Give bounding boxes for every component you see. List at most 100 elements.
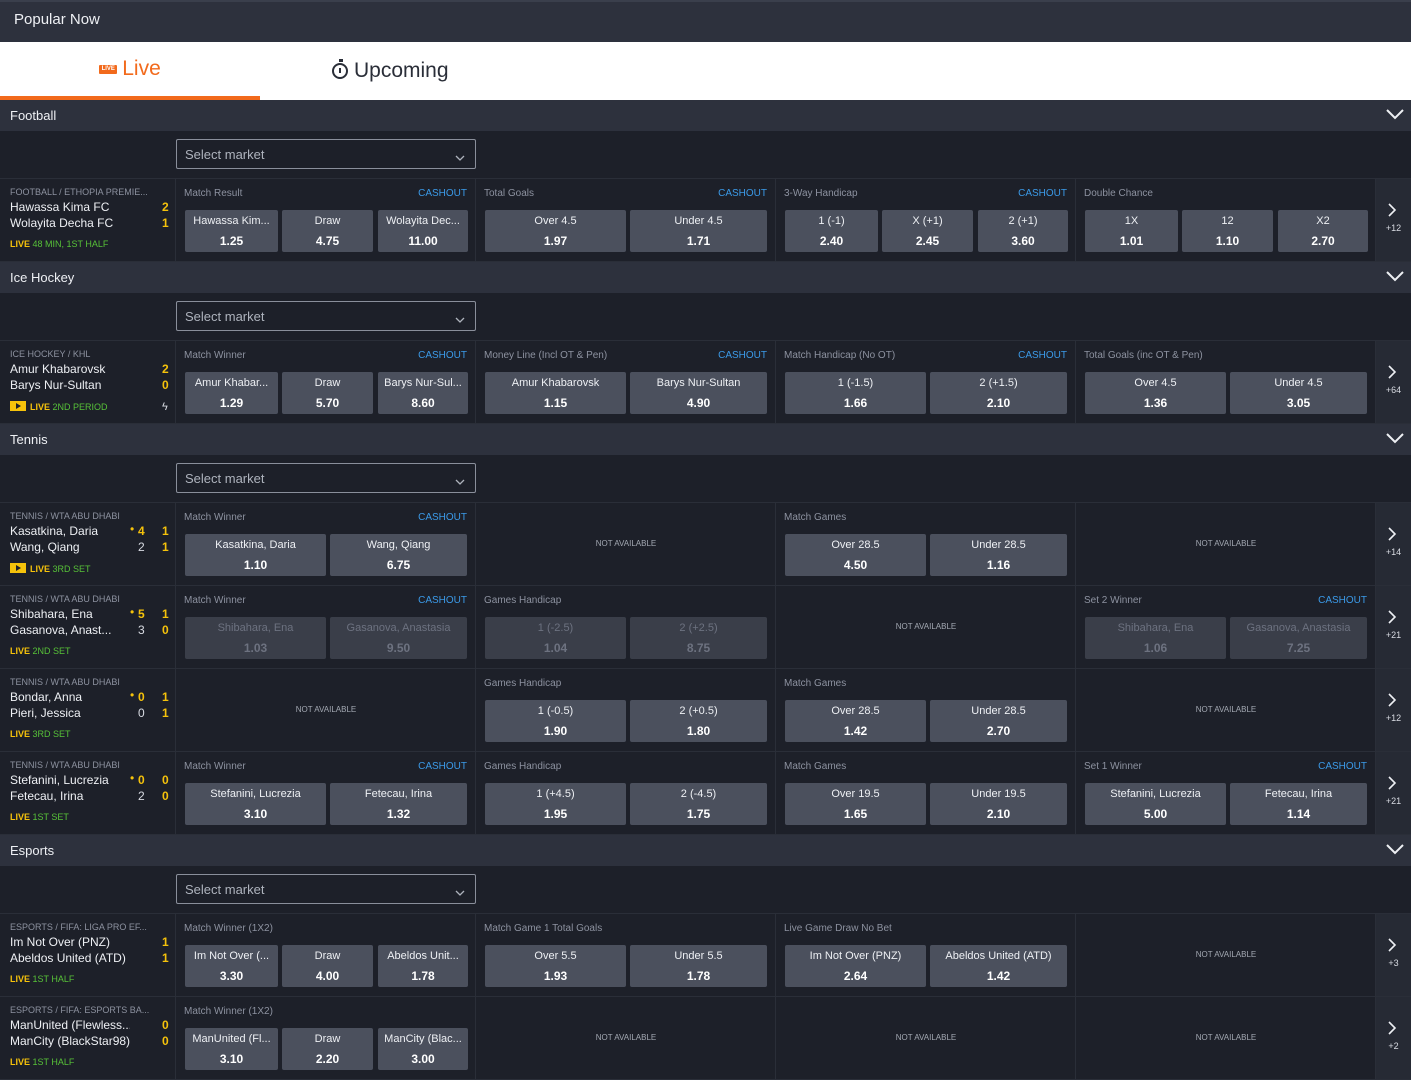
more-markets-button[interactable]: +14 (1376, 503, 1411, 585)
odds-button[interactable]: Abeldos United (ATD) 1.42 (930, 945, 1067, 987)
odds-button[interactable]: Im Not Over (... 3.30 (185, 945, 278, 987)
sport-name: Ice Hockey (10, 270, 75, 285)
odds-button[interactable]: 1 (-1.5) 1.66 (785, 372, 926, 414)
odds-button[interactable]: 1 (-1) 2.40 (785, 210, 878, 252)
odds-button[interactable]: Amur Khabar... 1.29 (185, 372, 278, 414)
market-name: Set 2 Winner (1084, 595, 1142, 606)
more-markets-button[interactable]: +2 (1376, 997, 1411, 1079)
sport-header-esports[interactable]: Esports (0, 835, 1411, 866)
odds-button[interactable]: 12 1.10 (1182, 210, 1273, 252)
chevron-right-icon (1387, 610, 1397, 624)
odds-value: 1.10 (243, 558, 268, 572)
more-markets-button[interactable]: +12 (1376, 669, 1411, 751)
odds-button[interactable]: Draw 4.00 (282, 945, 373, 987)
odds-button[interactable]: 2 (+0.5) 1.80 (630, 700, 767, 742)
market-name: Total Goals (inc OT & Pen) (1084, 350, 1203, 361)
odds-button[interactable]: Under 28.5 2.70 (930, 700, 1067, 742)
more-markets-button[interactable]: +64 (1376, 341, 1411, 423)
chevron-down-icon[interactable] (1385, 266, 1405, 286)
odds-button[interactable]: Stefanini, Lucrezia 3.10 (185, 783, 326, 825)
odds-button[interactable]: X (+1) 2.45 (882, 210, 973, 252)
selection-label: 12 (1221, 215, 1234, 227)
selection-label: ManCity (Blac... (384, 1033, 462, 1045)
event-info[interactable]: TENNIS / WTA ABU DHABI Shibahara, Ena Gasa… (0, 586, 176, 668)
odds-button[interactable]: Hawassa Kim... 1.25 (185, 210, 278, 252)
odds-button[interactable]: Fetecau, Irina 1.14 (1230, 783, 1367, 825)
tab-upcoming[interactable]: Upcoming (332, 42, 532, 100)
odds-button[interactable]: Fetecau, Irina 1.32 (330, 783, 467, 825)
sport-header-tennis[interactable]: Tennis (0, 424, 1411, 455)
more-markets-button[interactable]: +12 (1376, 179, 1411, 261)
market-name: Match Games (784, 512, 847, 523)
odds-value: 3.10 (243, 807, 268, 821)
selection-label: Over 19.5 (831, 788, 880, 800)
odds-value: 2.70 (986, 724, 1011, 738)
market-select[interactable]: Select market (176, 874, 476, 904)
event-info[interactable]: TENNIS / WTA ABU DHABI Kasatkina, Daria Wa… (0, 503, 176, 585)
market-select[interactable]: Select market (176, 139, 476, 169)
odds-button[interactable]: 1 (+4.5) 1.95 (485, 783, 626, 825)
live-label: LIVE (10, 729, 31, 739)
odds-button[interactable]: 2 (-4.5) 1.75 (630, 783, 767, 825)
odds-button[interactable]: Kasatkina, Daria 1.10 (185, 534, 326, 576)
odds-button[interactable]: X2 2.70 (1278, 210, 1368, 252)
odds-button[interactable]: Over 5.5 1.93 (485, 945, 626, 987)
odds-button[interactable]: Under 5.5 1.78 (630, 945, 767, 987)
chevron-down-icon[interactable] (1385, 839, 1405, 859)
event-info[interactable]: ESPORTS / FIFA: LIGA PRO EF... Im Not Ove… (0, 914, 176, 996)
more-markets-button[interactable]: +3 (1376, 914, 1411, 996)
tab-bar: LIVE Live Upcoming (0, 42, 1411, 100)
odds-button[interactable]: Under 4.5 3.05 (1230, 372, 1367, 414)
tab-live[interactable]: LIVE Live (0, 42, 260, 100)
odds-button[interactable]: Under 19.5 2.10 (930, 783, 1067, 825)
odds-button[interactable]: Abeldos Unit... 1.78 (378, 945, 468, 987)
chevron-down-icon[interactable] (1385, 428, 1405, 448)
odds-button[interactable]: Amur Khabarovsk 1.15 (485, 372, 626, 414)
odds-button[interactable]: Draw 5.70 (282, 372, 373, 414)
sport-header-football[interactable]: Football (0, 100, 1411, 131)
odds-button[interactable]: Over 4.5 1.97 (485, 210, 626, 252)
odds-button[interactable]: 2 (+1.5) 2.10 (930, 372, 1067, 414)
event-info[interactable]: FOOTBALL / ETHOPIA PREMIE... Hawassa Kima… (0, 179, 176, 261)
odds-button[interactable]: 1 (-0.5) 1.90 (485, 700, 626, 742)
odds-button[interactable]: Draw 4.75 (282, 210, 373, 252)
selection-label: 1 (-1.5) (837, 377, 874, 389)
odds-button[interactable]: Wolayita Dec... 11.00 (378, 210, 468, 252)
sport-name: Esports (10, 843, 55, 858)
odds-button[interactable]: ManUnited (Fl... 3.10 (185, 1028, 278, 1070)
odds-button[interactable]: Over 4.5 1.36 (1085, 372, 1226, 414)
odds-button[interactable]: 1X 1.01 (1085, 210, 1178, 252)
odds-button[interactable]: 2 (+1) 3.60 (978, 210, 1068, 252)
odds-button[interactable]: Draw 2.20 (282, 1028, 373, 1070)
chevron-down-icon[interactable] (1385, 104, 1405, 124)
event-info[interactable]: ESPORTS / FIFA: ESPORTS BA... ManUnited (… (0, 997, 176, 1079)
odds-button[interactable]: Under 28.5 1.16 (930, 534, 1067, 576)
event-info[interactable]: ICE HOCKEY / KHL Amur Khabarovsk Barys Nur… (0, 341, 176, 423)
odds-button[interactable]: Wang, Qiang 6.75 (330, 534, 467, 576)
event-info[interactable]: TENNIS / WTA ABU DHABI Bondar, Anna Pieri,… (0, 669, 176, 751)
odds-button[interactable]: Barys Nur-Sul... 8.60 (378, 372, 468, 414)
event-row: TENNIS / WTA ABU DHABI Shibahara, Ena Gasa… (0, 586, 1411, 669)
odds-button[interactable]: ManCity (Blac... 3.00 (378, 1028, 468, 1070)
more-markets-count: +2 (1388, 1041, 1399, 1051)
live-stream-icon[interactable] (10, 401, 26, 411)
live-stream-icon[interactable] (10, 563, 26, 573)
odds-button[interactable]: Stefanini, Lucrezia 5.00 (1085, 783, 1226, 825)
odds-button[interactable]: Im Not Over (PNZ) 2.64 (785, 945, 926, 987)
market-select[interactable]: Select market (176, 463, 476, 493)
sport-header-ice-hockey[interactable]: Ice Hockey (0, 262, 1411, 293)
odds-button[interactable]: Barys Nur-Sultan 4.90 (630, 372, 767, 414)
more-markets-button[interactable]: +21 (1376, 752, 1411, 834)
odds-button[interactable]: Over 28.5 4.50 (785, 534, 926, 576)
team-away: ManCity (BlackStar98) (10, 1034, 130, 1048)
market-1: Match Winner (1X2) ManUnited (Fl... 3.10 Dr… (176, 997, 476, 1079)
odds-button[interactable]: Over 19.5 1.65 (785, 783, 926, 825)
odds-button[interactable]: Under 4.5 1.71 (630, 210, 767, 252)
more-markets-button[interactable]: +21 (1376, 586, 1411, 668)
event-info[interactable]: TENNIS / WTA ABU DHABI Stefanini, Lucrezi… (0, 752, 176, 834)
market-select[interactable]: Select market (176, 301, 476, 331)
market-3: Match Handicap (No OT) CASHOUT 1 (-1.5) 1.6… (776, 341, 1076, 423)
market-3: Match Games Over 19.5 1.65 Under 19.5 2.10 (776, 752, 1076, 834)
odds-button[interactable]: Over 28.5 1.42 (785, 700, 926, 742)
selection-label: Under 5.5 (674, 950, 723, 962)
